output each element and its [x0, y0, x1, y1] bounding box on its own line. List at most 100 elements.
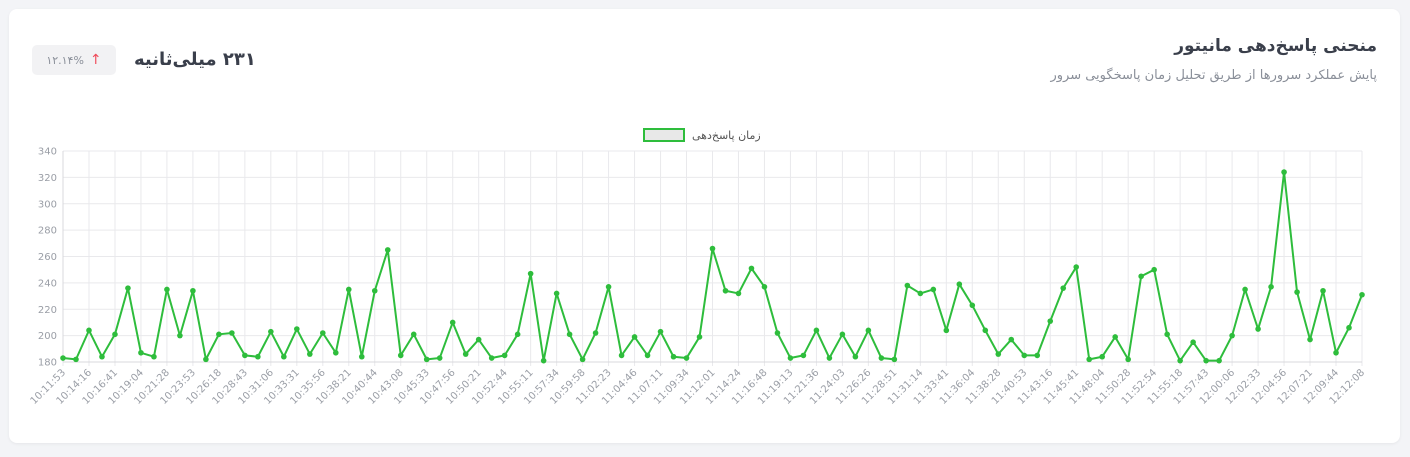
data-point: [1216, 357, 1222, 364]
data-point: [462, 351, 469, 357]
data-point: [1268, 284, 1274, 290]
data-point: [1229, 332, 1235, 339]
data-point: [605, 284, 612, 290]
data-point: [268, 328, 274, 335]
data-point: [436, 355, 443, 361]
y-tick-label: 320: [38, 173, 57, 184]
data-point: [281, 353, 287, 360]
data-point: [125, 285, 131, 291]
data-point: [566, 331, 573, 338]
y-tick-label: 280: [38, 226, 57, 237]
data-point: [138, 349, 144, 356]
data-point: [683, 355, 690, 361]
data-point: [112, 331, 118, 338]
data-point: [748, 265, 755, 272]
data-point: [164, 286, 170, 293]
data-point: [1307, 336, 1313, 343]
y-tick-label: 340: [38, 147, 57, 158]
data-point: [1073, 264, 1080, 270]
data-point: [423, 356, 430, 363]
data-point: [410, 331, 417, 338]
data-point: [190, 287, 196, 294]
data-point: [904, 282, 911, 289]
legend-label: زمان پاسخ‌دهی: [692, 129, 761, 142]
data-point: [1177, 357, 1183, 364]
data-point: [1125, 356, 1131, 363]
data-point: [852, 353, 859, 360]
data-point: [618, 352, 625, 359]
data-point: [216, 331, 222, 338]
data-point: [839, 331, 846, 338]
data-point: [86, 327, 92, 334]
data-point: [956, 281, 963, 287]
chart-legend[interactable]: زمان پاسخ‌دهی: [643, 128, 761, 142]
legend-swatch: [643, 128, 685, 142]
data-point: [1008, 336, 1015, 343]
chart-grid: [62, 150, 1363, 366]
data-point: [320, 330, 326, 336]
data-point: [1034, 352, 1041, 359]
data-point: [943, 327, 950, 334]
y-tick-label: 180: [38, 358, 57, 369]
y-tick-label: 200: [38, 331, 57, 342]
change-percent: ۱۲.۱۴%: [46, 53, 84, 67]
data-point: [203, 356, 209, 363]
y-tick-label: 240: [38, 278, 57, 289]
y-tick-label: 300: [38, 199, 57, 210]
x-axis-ticks: 10:11:5310:14:1610:16:4110:19:0410:21:28…: [29, 367, 1368, 407]
data-point: [540, 357, 547, 364]
data-point: [1047, 318, 1054, 324]
data-point: [307, 351, 313, 357]
data-point: [514, 331, 521, 338]
data-point: [242, 352, 248, 359]
data-point: [592, 330, 599, 336]
data-point: [99, 353, 105, 360]
data-point: [579, 356, 586, 363]
card-subtitle: پایش عملکرد سرورها از طریق تحلیل زمان پا…: [1050, 68, 1377, 83]
data-point: [229, 330, 235, 336]
data-point: [345, 286, 352, 293]
data-point: [1190, 339, 1196, 346]
data-point: [384, 247, 391, 253]
data-point: [358, 353, 365, 360]
data-point: [826, 355, 833, 361]
data-point: [73, 356, 79, 363]
data-point: [332, 349, 339, 356]
data-point: [878, 355, 885, 361]
data-point: [1281, 169, 1287, 175]
data-point: [631, 334, 638, 340]
data-point: [1294, 289, 1300, 295]
data-point: [501, 352, 508, 359]
data-point: [774, 330, 781, 336]
data-point: [657, 328, 664, 335]
data-point: [1164, 331, 1170, 338]
data-point: [787, 355, 794, 361]
data-point: [1346, 324, 1352, 331]
data-point: [255, 353, 261, 360]
data-point: [1138, 273, 1144, 280]
data-point: [1242, 286, 1248, 293]
data-point: [930, 286, 937, 293]
data-point: [475, 336, 482, 343]
y-axis-ticks: 180 200 220 240 260 280 300 320 340: [38, 147, 57, 369]
data-point: [813, 327, 820, 334]
data-point: [995, 351, 1002, 357]
data-point: [917, 290, 924, 297]
data-point: [60, 355, 66, 361]
data-point: [151, 353, 157, 360]
data-point: [1333, 349, 1339, 356]
data-point: [1099, 353, 1105, 360]
data-point: [1060, 285, 1067, 291]
data-point: [865, 327, 872, 334]
data-point: [1151, 266, 1157, 273]
data-point: [644, 352, 651, 359]
data-point: [982, 327, 989, 334]
current-response-value: ۲۳۱ میلی‌ثانیه: [134, 49, 256, 70]
data-point: [527, 270, 534, 277]
data-point: [1203, 357, 1209, 364]
change-badge: ۱۲.۱۴% ↑: [32, 45, 116, 75]
data-point: [1255, 326, 1261, 332]
data-point: [1112, 334, 1118, 340]
data-point: [371, 287, 378, 294]
